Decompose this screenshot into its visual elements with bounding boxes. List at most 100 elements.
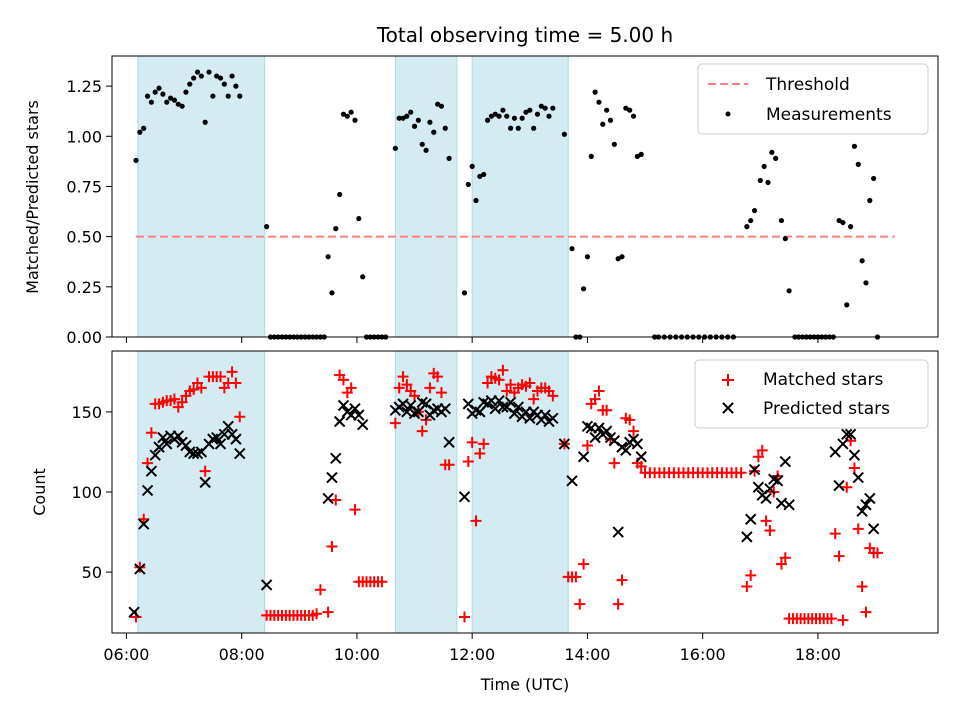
- predicted-star-point: [497, 401, 509, 413]
- matched-star-point: [497, 364, 509, 376]
- measurement-point: [523, 109, 529, 115]
- measurement-point: [434, 101, 441, 107]
- measurement-point: [400, 115, 406, 121]
- measurement-point: [344, 113, 350, 119]
- matched-star-point: [234, 411, 246, 423]
- predicted-star-point: [512, 401, 524, 413]
- measurement-point: [600, 121, 606, 127]
- measurement-point: [194, 69, 201, 75]
- matched-star-point: [311, 608, 323, 620]
- predicted-star-point: [210, 431, 223, 444]
- measurement-point: [419, 141, 425, 147]
- matched-star-point: [635, 460, 647, 472]
- bottom-legend: Matched stars Predicted stars: [694, 359, 929, 429]
- predicted-legend-label: Predicted stars: [763, 399, 890, 419]
- measurement-point: [538, 103, 544, 109]
- measurement-point: [867, 197, 873, 204]
- measurement-point: [396, 115, 402, 121]
- measurements-legend-marker: [725, 111, 731, 117]
- matched-legend-label: Matched stars: [763, 370, 883, 390]
- measurement-point: [844, 302, 850, 308]
- bottom-legend-box: [694, 359, 929, 429]
- predicted-star-point: [128, 606, 140, 618]
- predicted-star-point: [141, 484, 154, 497]
- shaded-interval: [394, 350, 458, 634]
- measurement-point: [627, 107, 633, 113]
- predicted-star-point: [760, 492, 772, 505]
- x-tick-label: 16:00: [680, 645, 726, 664]
- measurement-point: [404, 113, 410, 119]
- predicted-star-point: [330, 452, 342, 465]
- matched-star-point: [601, 404, 613, 416]
- predicted-star-point: [439, 402, 451, 415]
- top-axes-frame: [111, 55, 939, 338]
- measurement-point: [175, 101, 181, 107]
- matched-star-point: [764, 524, 776, 536]
- measurement-point: [423, 147, 429, 153]
- measurement-point: [748, 217, 754, 224]
- measurement-point: [623, 105, 629, 111]
- measurement-point: [630, 113, 637, 119]
- measurement-point: [604, 107, 610, 113]
- measurement-point: [840, 219, 846, 226]
- measurement-point: [757, 177, 763, 184]
- measurement-point: [237, 93, 243, 99]
- x-tick-label: 10:00: [334, 645, 380, 664]
- measurement-point: [836, 217, 842, 224]
- matched-star-point: [470, 515, 482, 527]
- predicted-legend-marker: [722, 402, 734, 414]
- measurement-point: [221, 81, 227, 87]
- measurement-point: [863, 280, 869, 286]
- matched-star-point: [570, 571, 582, 583]
- measurement-point: [337, 191, 343, 198]
- measurement-point: [584, 254, 591, 260]
- measurement-point: [152, 89, 158, 95]
- predicted-star-point: [539, 409, 551, 421]
- matched-legend-marker: [722, 374, 734, 386]
- matched-star-point: [624, 414, 636, 426]
- matched-star-point: [574, 598, 586, 610]
- measurement-point: [500, 107, 506, 113]
- measurement-point: [325, 254, 331, 260]
- predicted-star-point: [620, 444, 632, 457]
- matched-stars-points: [130, 364, 883, 626]
- threshold-legend-label: Threshold: [765, 75, 850, 95]
- measurement-point: [496, 113, 502, 119]
- measurement-point: [164, 99, 170, 105]
- measurement-point: [855, 161, 861, 167]
- matched-star-point: [779, 552, 791, 564]
- predicted-star-point: [864, 492, 876, 505]
- measurement-point: [477, 173, 483, 180]
- measurement-point: [481, 171, 487, 178]
- matched-star-point: [337, 374, 349, 386]
- shaded-interval: [394, 55, 458, 338]
- matched-star-point: [397, 371, 409, 383]
- measurement-point: [148, 99, 154, 105]
- matched-star-point: [833, 550, 845, 562]
- measurement-point: [851, 143, 858, 149]
- matched-star-point: [501, 385, 513, 397]
- matched-star-point: [745, 569, 757, 581]
- measurement-point: [580, 286, 587, 292]
- measurement-point: [198, 73, 204, 79]
- measurement-point: [619, 254, 625, 260]
- matched-star-point: [393, 382, 405, 394]
- predicted-star-point: [837, 438, 849, 450]
- measurement-point: [615, 256, 621, 262]
- matched-star-point: [389, 417, 401, 429]
- predicted-star-point: [577, 451, 590, 463]
- measurement-point: [569, 246, 575, 252]
- matched-star-point: [616, 574, 628, 586]
- matched-star-point: [841, 481, 853, 493]
- matched-star-point: [524, 377, 536, 389]
- measurement-point: [408, 109, 414, 115]
- measurement-point: [561, 131, 567, 137]
- measurement-point: [392, 145, 398, 151]
- predicted-star-point: [783, 499, 795, 511]
- matched-star-point: [376, 576, 388, 588]
- x-tick-label: 12:00: [449, 645, 495, 664]
- predicted-star-point: [356, 418, 369, 431]
- measurement-point: [859, 258, 865, 264]
- y-tick-label: 50: [82, 563, 102, 582]
- x-tick-label: 06:00: [103, 645, 149, 664]
